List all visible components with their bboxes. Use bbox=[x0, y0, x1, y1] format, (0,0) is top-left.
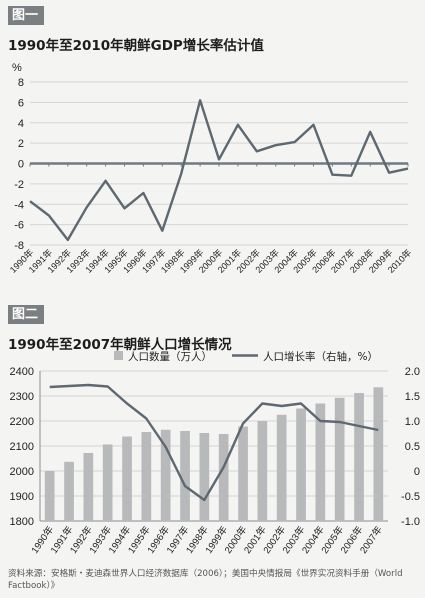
figure-1-title: 1990年至2010年朝鲜GDP增长率估计值 bbox=[8, 38, 264, 54]
y-tick-label: -4 bbox=[14, 199, 24, 211]
gdp-growth-chart: %86420-2-4-6-81990年1991年1992年1993年1994年1… bbox=[7, 62, 413, 275]
y-tick-label: 6 bbox=[18, 97, 24, 109]
y-tick-label: -6 bbox=[14, 220, 24, 232]
population-bar bbox=[257, 421, 268, 521]
population-bar bbox=[44, 471, 55, 521]
right-y-tick-label: -1.0 bbox=[401, 516, 420, 528]
y-tick-label: -2 bbox=[14, 179, 24, 191]
population-bar bbox=[102, 444, 113, 521]
population-bar bbox=[354, 393, 364, 521]
right-y-tick-label: 2.0 bbox=[405, 366, 420, 378]
right-y-tick-label: 1.5 bbox=[405, 391, 420, 403]
left-y-tick-label: 1900 bbox=[10, 491, 34, 503]
population-bar bbox=[218, 434, 229, 521]
population-bar bbox=[83, 453, 94, 521]
legend-bar-swatch bbox=[114, 351, 123, 360]
legend-bar-label: 人口数量（万人） bbox=[128, 350, 212, 363]
y-axis-unit-label: % bbox=[12, 62, 22, 74]
left-y-tick-label: 2000 bbox=[10, 466, 34, 478]
left-y-tick-label: 2200 bbox=[10, 416, 34, 428]
population-bar bbox=[296, 408, 306, 521]
population-bar bbox=[122, 436, 132, 521]
right-y-tick-label: 1.0 bbox=[405, 416, 420, 428]
figure-1-tag: 图一 bbox=[8, 6, 45, 25]
left-y-tick-label: 1800 bbox=[10, 516, 34, 528]
right-y-tick-label: -0.5 bbox=[401, 491, 420, 503]
population-bar bbox=[238, 426, 248, 521]
right-y-tick-label: 0 bbox=[414, 466, 420, 478]
right-y-tick-label: 0.5 bbox=[405, 441, 420, 453]
population-bar bbox=[315, 403, 326, 521]
population-bar bbox=[373, 387, 384, 522]
population-bar bbox=[141, 432, 152, 521]
population-bar bbox=[64, 461, 74, 522]
source-note: 资料来源：安格斯・麦迪森世界人口经济数据库（2006）；美国中央情报局《世界实况… bbox=[8, 569, 403, 591]
population-chart: 人口数量（万人） 人口增长率（右轴，%） 2400 2300 2200 2100 2000 1… bbox=[10, 350, 420, 556]
y-tick-label: 0 bbox=[18, 159, 24, 171]
figure-2-title: 1990年至2007年朝鲜人口增长情况 bbox=[8, 337, 232, 353]
gdp-growth-line bbox=[29, 99, 409, 242]
population-bar bbox=[334, 397, 345, 522]
left-y-tick-label: 2100 bbox=[10, 441, 34, 453]
population-bar bbox=[276, 414, 287, 522]
y-tick-label: 2 bbox=[18, 138, 24, 150]
y-tick-label: 8 bbox=[18, 77, 24, 89]
population-growth-line bbox=[49, 383, 379, 502]
population-bar bbox=[199, 433, 210, 521]
y-tick-label: 4 bbox=[18, 118, 24, 130]
population-bar bbox=[160, 429, 171, 522]
left-y-tick-label: 2300 bbox=[10, 391, 34, 403]
figure-2-tag: 图二 bbox=[8, 305, 45, 324]
legend-line-label: 人口增长率（右轴，%） bbox=[263, 350, 378, 363]
left-y-tick-label: 2400 bbox=[10, 366, 34, 378]
population-bar bbox=[180, 431, 190, 521]
y-tick-label: -8 bbox=[14, 240, 24, 252]
